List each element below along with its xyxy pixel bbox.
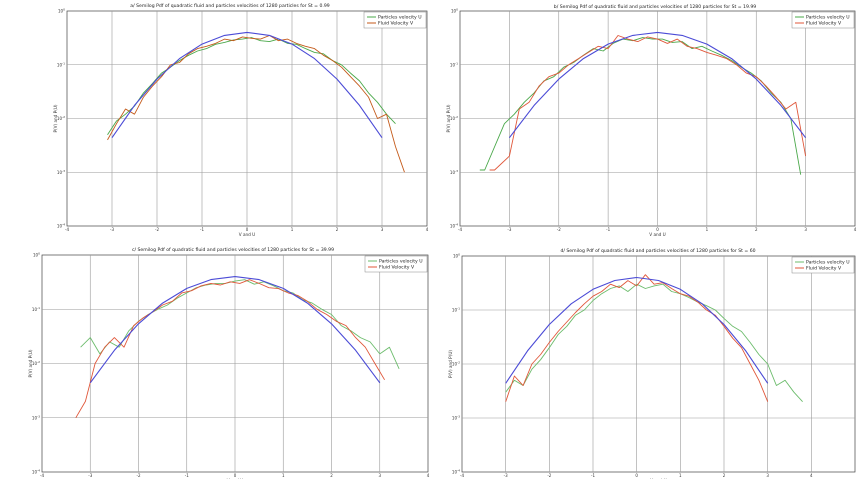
legend-label: Particles velocity U bbox=[806, 260, 850, 266]
x-tick-label: 2 bbox=[723, 473, 726, 478]
y-tick-label: 100 bbox=[58, 8, 65, 14]
x-tick-label: 1 bbox=[679, 473, 682, 478]
chart-title: c/ Semilog Pdf of quadratic fluid and pa… bbox=[132, 247, 334, 253]
x-tick-label: 3 bbox=[381, 227, 384, 232]
x-tick-label: 1 bbox=[282, 473, 285, 478]
x-tick-label: 4 bbox=[854, 227, 857, 232]
series-particles-line bbox=[107, 37, 396, 135]
x-tick-label: 4 bbox=[426, 227, 429, 232]
chart-panel-3: -4 -3 -2 -1 0 1 2 3 4 100 10-1 10-2 10-3 10-4 c/ Semil… bbox=[28, 247, 430, 479]
y-tick-label: 100 bbox=[451, 8, 458, 14]
x-tick-label: 1 bbox=[291, 227, 294, 232]
x-tick-label: -1 bbox=[185, 473, 189, 478]
x-tick-label: -1 bbox=[591, 473, 595, 478]
legend-label: Fluid Velocity V bbox=[378, 21, 414, 27]
legend-box bbox=[791, 11, 855, 29]
legend-label: Particles velocity U bbox=[378, 15, 422, 21]
x-tick-label: 2 bbox=[336, 227, 339, 232]
x-tick-label: -3 bbox=[507, 227, 511, 232]
x-tick-label: 2 bbox=[755, 227, 758, 232]
y-tick-label: 10-4 bbox=[32, 469, 40, 475]
y-tick-label: 10-2 bbox=[450, 115, 458, 121]
legend-box bbox=[364, 255, 428, 273]
y-tick-label: 10-4 bbox=[57, 223, 65, 229]
y-tick-label: 100 bbox=[33, 252, 40, 258]
chart-title: d/ Semilog Pdf of quadratic fluid and pa… bbox=[560, 248, 755, 254]
legend-box bbox=[791, 256, 855, 274]
chart-title: b/ Semilog Pdf of quadratic fluid and pa… bbox=[554, 4, 756, 10]
x-tick-label: 3 bbox=[804, 227, 807, 232]
x-tick-label: -2 bbox=[155, 227, 159, 232]
gaussian-curve bbox=[111, 31, 383, 139]
y-tick-label: 10-1 bbox=[57, 61, 65, 67]
x-tick-label: -2 bbox=[547, 473, 551, 478]
y-tick-label: 100 bbox=[453, 253, 460, 259]
legend-box bbox=[363, 11, 427, 29]
x-tick-label: 0 bbox=[234, 473, 237, 478]
x-tick-label: 3 bbox=[766, 473, 769, 478]
legend-label: Fluid Velocity V bbox=[806, 21, 842, 27]
legend-label: Fluid Velocity V bbox=[806, 266, 842, 272]
y-tick-label: 10-2 bbox=[57, 115, 65, 121]
y-tick-label: 10-3 bbox=[452, 415, 460, 421]
y-tick-label: 10-2 bbox=[32, 360, 40, 366]
y-tick-label: 10-3 bbox=[32, 414, 40, 420]
gaussian-curve bbox=[505, 276, 769, 384]
series-particles-line bbox=[505, 283, 803, 403]
x-tick-label: -2 bbox=[137, 473, 141, 478]
x-tick-label: -1 bbox=[606, 227, 610, 232]
y-axis-label: P(V) and P(U) bbox=[28, 349, 33, 377]
legend-label: Particles velocity U bbox=[379, 259, 423, 265]
x-tick-label: 0 bbox=[246, 227, 249, 232]
x-tick-label: -2 bbox=[557, 227, 561, 232]
x-tick-label: -4 bbox=[40, 473, 44, 478]
legend-label: Fluid Velocity V bbox=[379, 265, 415, 271]
x-tick-label: -4 bbox=[460, 473, 464, 478]
x-tick-label: 4 bbox=[810, 473, 813, 478]
series-fluid-line bbox=[75, 279, 385, 419]
x-tick-label: 2 bbox=[330, 473, 333, 478]
chart-panel-2: -4 -3 -2 -1 0 1 2 3 4 100 10-1 10-2 10-3 10-4 b/ Semil… bbox=[446, 4, 857, 237]
y-tick-label: 10-4 bbox=[452, 469, 460, 475]
series-fluid-line bbox=[505, 274, 769, 402]
y-tick-label: 10-2 bbox=[452, 361, 460, 367]
y-tick-label: 10-3 bbox=[57, 169, 65, 175]
y-tick-label: 10-1 bbox=[452, 307, 460, 313]
y-axis-label: P(V) and P(U) bbox=[448, 350, 453, 378]
chart-panel-4: -4 -3 -2 -1 0 1 2 3 4 100 10-1 10-2 10-3 10-4 d/ Semil… bbox=[448, 248, 856, 479]
y-tick-label: 10-3 bbox=[450, 169, 458, 175]
x-tick-label: 0 bbox=[656, 227, 659, 232]
x-tick-label: -3 bbox=[110, 227, 114, 232]
x-tick-label: 0 bbox=[635, 473, 638, 478]
x-tick-label: -3 bbox=[504, 473, 508, 478]
x-tick-label: -1 bbox=[200, 227, 204, 232]
series-fluid-line bbox=[107, 35, 405, 173]
x-tick-label: -4 bbox=[458, 227, 462, 232]
gaussian-curve bbox=[508, 31, 807, 139]
chart-title: a/ Semilog Pdf of quadratic fluid and pa… bbox=[130, 3, 329, 9]
x-axis-label: V and U bbox=[649, 232, 665, 237]
y-axis-label: P(V) and P(U) bbox=[53, 104, 58, 132]
x-tick-label: 1 bbox=[706, 227, 709, 232]
legend-label: Particles velocity U bbox=[806, 15, 850, 21]
series-fluid-line bbox=[489, 35, 807, 171]
chart-panel-1: -4 -3 -2 -1 0 1 2 3 4 100 10-1 10-2 10-3 10-4 a/ Semil… bbox=[53, 3, 429, 237]
x-tick-label: 4 bbox=[427, 473, 430, 478]
y-axis-label: P(V) and P(U) bbox=[446, 104, 451, 132]
x-tick-label: -4 bbox=[65, 227, 69, 232]
y-tick-label: 10-1 bbox=[450, 61, 458, 67]
x-tick-label: 3 bbox=[378, 473, 381, 478]
y-tick-label: 10-4 bbox=[450, 223, 458, 229]
x-tick-label: -3 bbox=[88, 473, 92, 478]
x-axis-label: V and U bbox=[239, 232, 255, 237]
gaussian-curve bbox=[89, 276, 381, 384]
y-tick-label: 10-1 bbox=[32, 306, 40, 312]
